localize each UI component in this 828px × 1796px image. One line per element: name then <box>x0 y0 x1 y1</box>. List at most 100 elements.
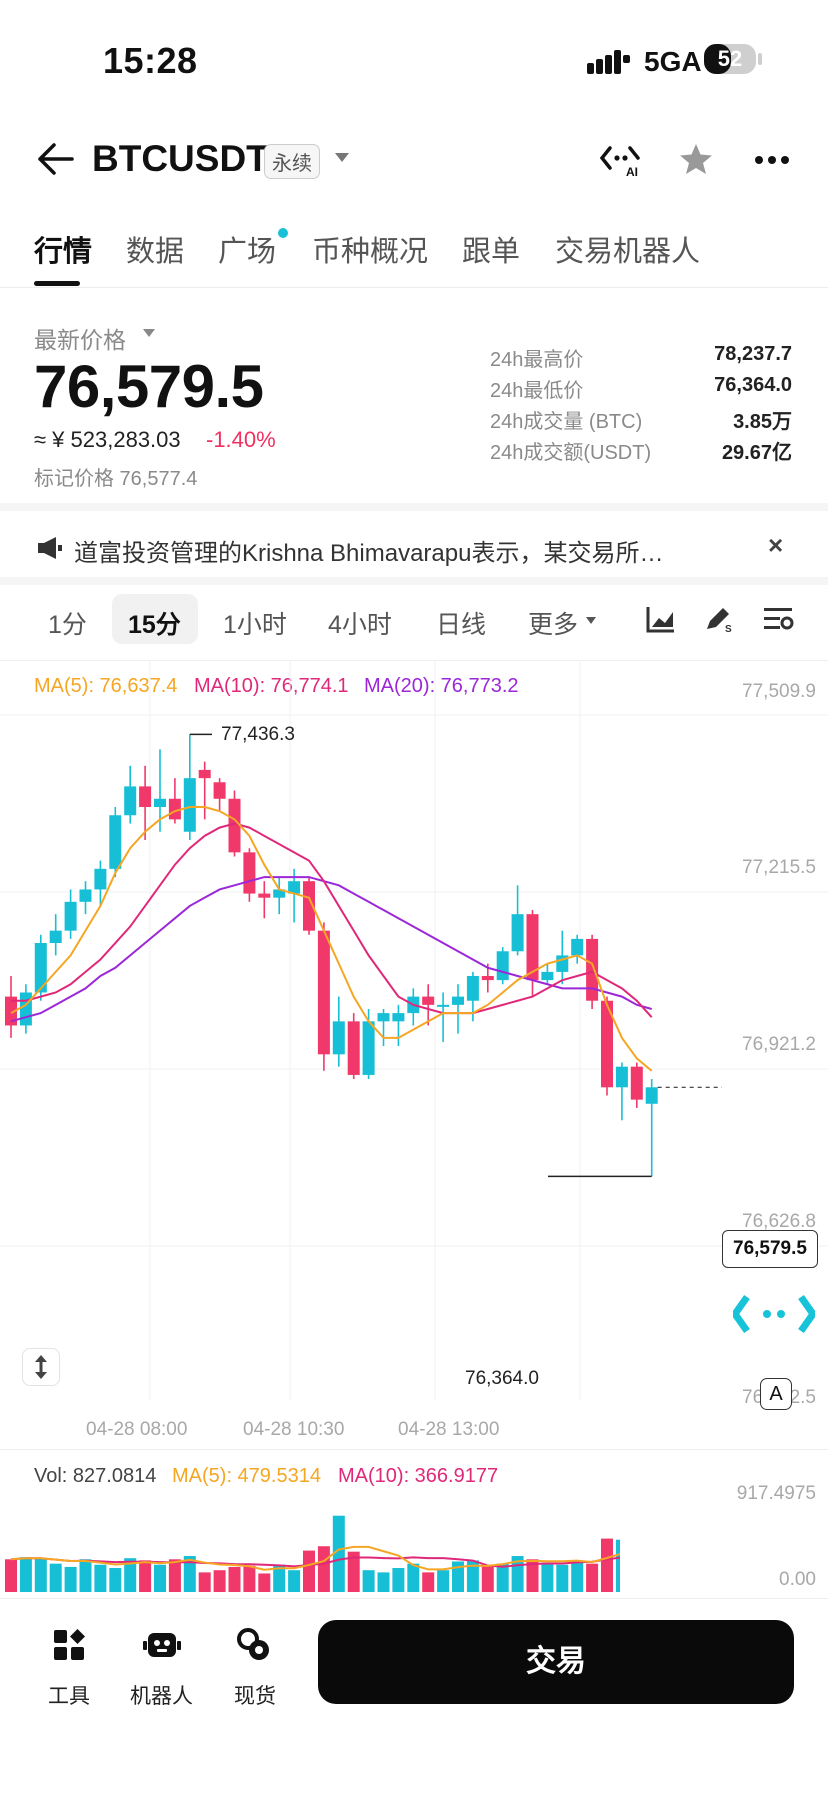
candle-body <box>168 798 181 820</box>
latest-price-label[interactable]: 最新价格 <box>34 327 126 353</box>
stat-label-turnover: 24h成交额(USDT) <box>490 442 652 464</box>
volume-bar <box>19 1557 32 1592</box>
stat-label-volume: 24h成交量 (BTC) <box>490 411 643 433</box>
x-tick-1: 04-28 08:00 <box>86 1419 188 1440</box>
interval-more[interactable]: 更多 <box>528 611 579 639</box>
candle-body <box>630 1066 643 1100</box>
spot-label[interactable]: 现货 <box>234 1685 276 1708</box>
volume-chart[interactable] <box>0 1480 620 1595</box>
ma20-line <box>10 876 652 1023</box>
tab-market[interactable]: 行情 <box>34 236 93 268</box>
interval-4h[interactable]: 4小时 <box>328 611 392 639</box>
candle-body <box>183 778 196 832</box>
svg-text:AI: AI <box>626 165 638 178</box>
interval-1d[interactable]: 日线 <box>436 611 487 639</box>
tools-label[interactable]: 工具 <box>48 1685 90 1708</box>
volume-bar <box>64 1566 77 1592</box>
chart-type-icon[interactable] <box>646 605 676 633</box>
volume-bar <box>466 1560 479 1592</box>
battery-level: 52 <box>717 46 743 71</box>
scale-toggle-button[interactable] <box>22 1348 60 1386</box>
section-gap <box>0 503 828 511</box>
auto-scale-badge[interactable]: A <box>760 1378 792 1410</box>
candle-body <box>273 889 286 898</box>
volume-bar <box>392 1568 405 1592</box>
favorite-star-icon[interactable] <box>678 142 714 176</box>
stat-label-high: 24h最高价 <box>490 349 584 371</box>
tools-icon[interactable] <box>52 1628 86 1662</box>
candle-body <box>228 798 241 853</box>
chart-ai-icon[interactable] <box>733 1293 815 1335</box>
candle-body <box>109 815 122 869</box>
candle-body <box>79 889 92 902</box>
spot-coins-icon[interactable] <box>236 1627 272 1663</box>
volume-bar <box>496 1563 509 1592</box>
volume-y-bottom: 0.00 <box>779 1569 816 1590</box>
volume-bar <box>422 1572 435 1592</box>
tab-coin-overview[interactable]: 币种概况 <box>312 236 429 268</box>
more-caret-icon[interactable] <box>585 616 597 625</box>
volume-bar <box>139 1560 152 1592</box>
more-menu-icon[interactable] <box>754 155 790 165</box>
price-cny: ≈ ¥ 523,283.03 <box>34 427 181 452</box>
x-tick-3: 04-28 13:00 <box>398 1419 500 1440</box>
volume-y-top: 917.4975 <box>736 1483 816 1504</box>
interval-1h[interactable]: 1小时 <box>223 611 287 639</box>
mark-price: 标记价格 76,577.4 <box>34 468 198 490</box>
back-arrow-icon[interactable] <box>36 142 74 176</box>
interval-selected-bg <box>112 594 198 644</box>
volume-bar <box>168 1559 181 1592</box>
ma10-legend: MA(10): 76,774.1 <box>194 675 349 697</box>
candle-body <box>481 976 494 981</box>
volume-legend: Vol: 827.0814 <box>34 1465 157 1487</box>
volume-ma10-legend: MA(10): 366.9177 <box>338 1465 499 1487</box>
signal-icon <box>587 50 630 74</box>
active-tab-indicator <box>34 281 80 286</box>
volume-bar <box>273 1564 286 1592</box>
candle-body <box>243 852 256 894</box>
volume-bar <box>94 1564 107 1592</box>
volume-bar <box>49 1563 62 1592</box>
caret-down-icon[interactable] <box>142 328 156 338</box>
ai-icon[interactable]: AI <box>600 144 644 178</box>
volume-bar <box>511 1556 524 1592</box>
candle-body <box>258 893 271 898</box>
volume-bar <box>407 1563 420 1592</box>
close-icon[interactable]: × <box>768 530 784 560</box>
volume-bar <box>586 1563 599 1592</box>
volume-bar <box>288 1570 301 1592</box>
candlestick-chart[interactable] <box>0 660 828 1408</box>
robot-icon[interactable] <box>143 1630 181 1660</box>
candle-body <box>317 930 330 1055</box>
interval-1m[interactable]: 1分 <box>48 611 87 639</box>
current-price-tag: 76,579.5 <box>722 1230 818 1268</box>
section-gap <box>0 577 828 585</box>
drawing-tool-icon[interactable]: S <box>703 603 735 633</box>
candle-body <box>422 996 435 1005</box>
robot-label[interactable]: 机器人 <box>130 1685 193 1708</box>
indicator-settings-icon[interactable] <box>762 606 794 632</box>
chevron-down-icon[interactable] <box>334 152 350 164</box>
tab-data[interactable]: 数据 <box>126 236 185 268</box>
notification-dot <box>278 228 288 238</box>
interval-15m[interactable]: 15分 <box>128 611 181 639</box>
volume-bar <box>571 1560 584 1592</box>
symbol-title[interactable]: BTCUSDT <box>92 138 269 179</box>
candle-body <box>139 786 152 808</box>
volume-bar <box>228 1566 241 1592</box>
candle-body <box>49 930 62 944</box>
volume-bar <box>526 1559 539 1592</box>
news-ticker[interactable]: 道富投资管理的Krishna Bhimavarapu表示，某交易所… <box>74 540 664 567</box>
interval-divider <box>0 660 828 661</box>
tab-square[interactable]: 广场 <box>218 236 277 268</box>
tab-copy-trading[interactable]: 跟单 <box>462 236 521 268</box>
volume-bar <box>481 1564 494 1592</box>
y-tick-2: 77,215.5 <box>742 857 816 878</box>
candle-body <box>496 951 509 981</box>
tabs-divider <box>0 287 828 288</box>
volume-bar <box>243 1565 256 1592</box>
trade-button[interactable]: 交易 <box>318 1620 794 1704</box>
tab-trading-bot[interactable]: 交易机器人 <box>555 236 701 268</box>
latest-price: 76,579.5 <box>34 353 264 420</box>
stat-value-volume: 3.85万 <box>733 411 792 433</box>
